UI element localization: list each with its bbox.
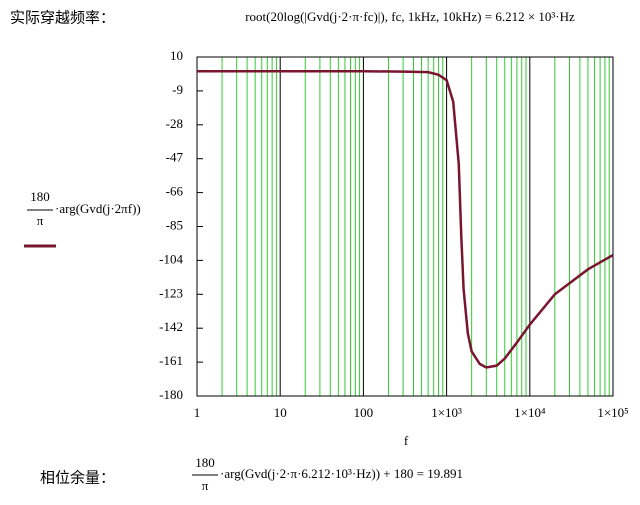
- y-tick-label: -47: [166, 150, 184, 165]
- y-tick-label: 10: [170, 48, 183, 63]
- y-label-expression: ·arg(Gvd(j·2πf)): [55, 201, 141, 216]
- y-tick-label: -180: [159, 387, 183, 402]
- y-tick-label: -85: [166, 217, 183, 232]
- footer-label: 相位余量：: [40, 469, 115, 487]
- y-label-numerator: 180: [30, 189, 50, 204]
- y-tick-label: -28: [166, 116, 183, 131]
- y-tick-label: -142: [159, 319, 183, 334]
- x-tick-label: 100: [354, 405, 374, 420]
- footer-denominator: π: [202, 478, 209, 493]
- x-tick-label: 1: [194, 405, 201, 420]
- x-tick-label: 1×10⁴: [514, 405, 546, 420]
- y-tick-label: -161: [159, 353, 183, 368]
- y-tick-label: -66: [166, 184, 184, 199]
- y-tick-label: -9: [172, 82, 183, 97]
- x-label: f: [404, 433, 409, 448]
- line-series: [197, 70, 614, 369]
- y-tick-label: -104: [159, 251, 183, 266]
- y-label-denominator: π: [37, 213, 44, 228]
- footer-numerator: 180: [195, 455, 215, 470]
- x-tick-label: 10: [274, 405, 287, 420]
- footer-expression: ·arg(Gvd(j·2·π·6.212·10³·Hz)) + 180 = 19…: [220, 466, 463, 481]
- y-tick-label: -123: [159, 285, 183, 300]
- x-tick-label: 1×10³: [431, 405, 462, 420]
- header-formula: root(20log(|Gvd(j·2·π·fc)|), fc, 1kHz, 1…: [245, 9, 575, 24]
- x-tick-label: 1×10⁵: [597, 405, 628, 420]
- header-label: 实际穿越频率：: [10, 9, 115, 27]
- plot-frame: [196, 56, 614, 397]
